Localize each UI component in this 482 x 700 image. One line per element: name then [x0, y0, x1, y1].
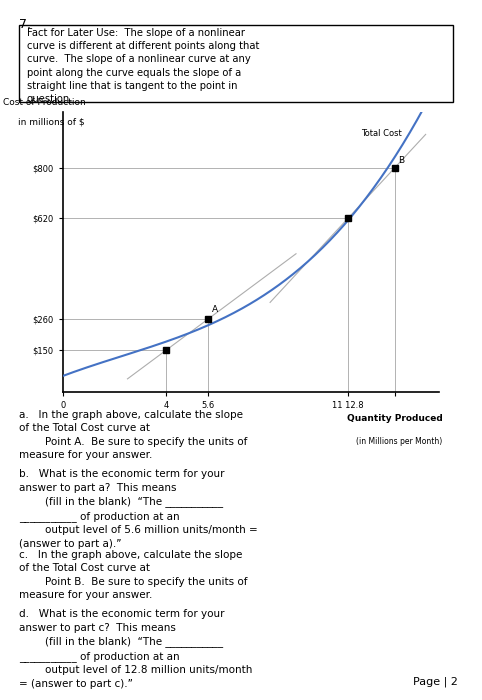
Text: 7.: 7. [19, 18, 31, 31]
Text: b.   What is the economic term for your
answer to part a?  This means
        (f: b. What is the economic term for your an… [19, 469, 258, 549]
Text: in millions of $: in millions of $ [17, 118, 84, 127]
Text: d.   What is the economic term for your
answer to part c?  This means
        (f: d. What is the economic term for your an… [19, 609, 253, 689]
Text: c.   In the graph above, calculate the slope
of the Total Cost curve at
        : c. In the graph above, calculate the slo… [19, 550, 248, 601]
Text: Fact for Later Use:  The slope of a nonlinear
curve is different at different po: Fact for Later Use: The slope of a nonli… [27, 28, 259, 104]
Text: Total Cost: Total Cost [361, 129, 402, 138]
Text: Cost of Production: Cost of Production [2, 98, 85, 107]
Text: a.   In the graph above, calculate the slope
of the Total Cost curve at
        : a. In the graph above, calculate the slo… [19, 410, 248, 461]
Bar [19, 25, 453, 101]
Text: A: A [212, 304, 218, 314]
Text: Page | 2: Page | 2 [413, 677, 458, 687]
Text: (in Millions per Month): (in Millions per Month) [356, 437, 442, 446]
Text: Quantity Produced: Quantity Produced [347, 414, 442, 424]
Text: B: B [399, 156, 404, 165]
